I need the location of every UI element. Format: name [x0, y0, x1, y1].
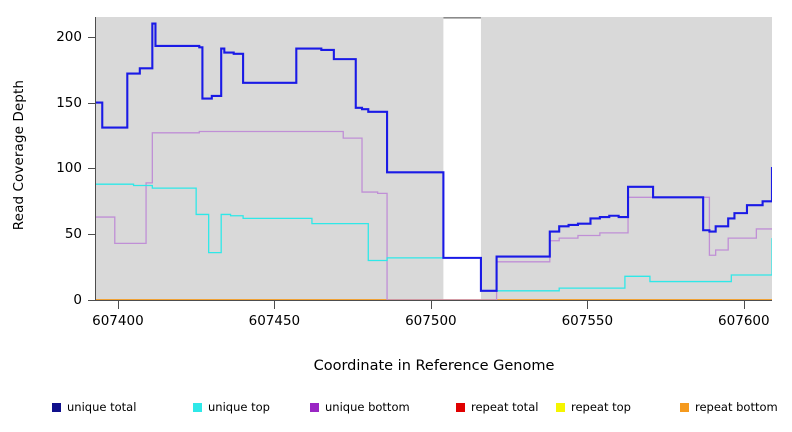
y-tick-label: 0 — [73, 292, 82, 308]
legend-label: unique total — [67, 400, 137, 414]
x-tick-mark — [117, 301, 119, 309]
x-tick-mark — [587, 301, 589, 309]
x-tick-mark — [274, 301, 276, 309]
legend-item-repeat-top: repeat top — [556, 398, 631, 416]
y-axis-title: Read Coverage Depth — [11, 79, 27, 231]
x-tick-label: 607550 — [561, 313, 614, 329]
legend-label: repeat bottom — [695, 400, 778, 414]
x-axis-line — [96, 300, 772, 301]
x-tick-label: 607450 — [248, 313, 301, 329]
legend-item-repeat-total: repeat total — [456, 398, 538, 416]
legend-item-unique-bottom: unique bottom — [310, 398, 410, 416]
legend-label: repeat total — [471, 400, 539, 414]
y-tick-mark — [88, 300, 96, 301]
legend-label: repeat top — [571, 400, 631, 414]
x-tick-label: 607400 — [92, 313, 144, 329]
y-tick-label: 100 — [56, 160, 82, 177]
series-line-unique-bottom — [96, 130, 772, 300]
legend-swatch — [680, 402, 689, 412]
y-tick-label: 200 — [56, 28, 82, 45]
x-tick-mark — [743, 301, 745, 309]
legend-label: unique top — [208, 400, 270, 414]
y-axis-tick-labels: 0 50 100 150 200 — [42, 0, 82, 310]
legend: unique total unique top unique bottom repea… — [0, 398, 792, 418]
gap-top-edge — [443, 17, 481, 19]
legend-swatch — [52, 402, 61, 412]
legend-swatch — [556, 402, 565, 412]
series-line-unique-top — [96, 183, 772, 292]
x-tick-label: 607600 — [718, 313, 770, 329]
legend-item-repeat-bottom: repeat bottom — [680, 398, 778, 416]
plot-svg — [96, 17, 772, 300]
legend-item-unique-total: unique total — [52, 398, 136, 416]
x-tick-mark — [430, 301, 432, 309]
legend-swatch — [193, 402, 202, 412]
y-tick-mark — [88, 102, 96, 104]
y-tick-label: 150 — [56, 94, 82, 111]
x-axis-title: Coordinate in Reference Genome — [313, 358, 555, 374]
y-axis-line — [95, 17, 96, 300]
legend-label: unique bottom — [325, 400, 410, 414]
no-data-gap-band — [443, 17, 481, 300]
series-line-unique-total — [96, 22, 772, 292]
legend-item-unique-top: unique top — [193, 398, 270, 416]
x-tick-label: 607500 — [405, 313, 457, 329]
y-tick-mark — [88, 168, 96, 170]
legend-swatch — [456, 402, 465, 412]
legend-swatch — [310, 402, 319, 412]
y-tick-mark — [88, 36, 96, 38]
y-tick-label: 50 — [64, 226, 82, 243]
plot-area — [96, 17, 772, 300]
y-tick-mark — [88, 234, 96, 236]
